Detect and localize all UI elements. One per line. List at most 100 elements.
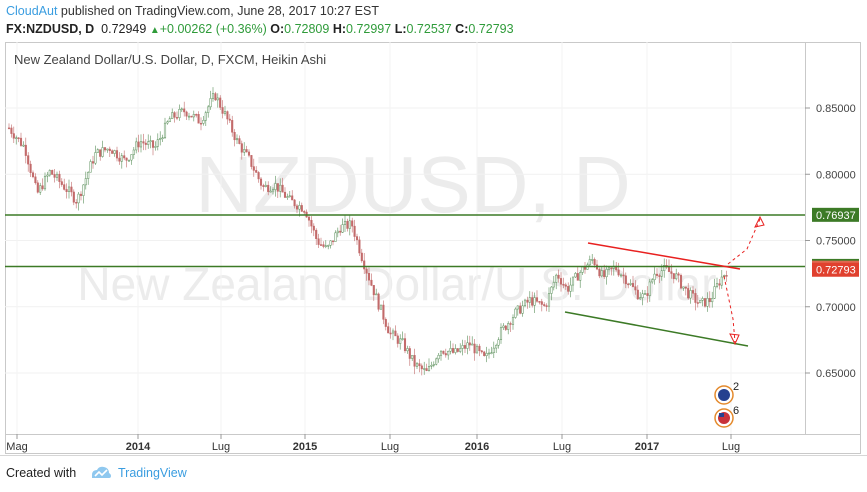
price-label-text: 0.72793	[816, 265, 856, 277]
candlestick-series	[7, 87, 728, 376]
candle-body	[437, 354, 440, 360]
candle-body	[624, 275, 627, 285]
series-legend[interactable]: New Zealand Dollar/U.S. Dollar, D, FXCM,…	[14, 52, 326, 67]
price-label-box	[812, 262, 859, 277]
candle-body	[427, 366, 431, 372]
bearish-arrowhead-icon	[729, 333, 740, 346]
bullish-arrowhead-icon	[754, 215, 765, 228]
candle-body	[269, 190, 272, 193]
candle-body	[382, 304, 385, 320]
author-link[interactable]: CloudAut	[6, 4, 58, 18]
time-tick-label: 2016	[465, 441, 489, 453]
candle-body	[687, 288, 690, 299]
candle-body	[41, 185, 44, 190]
open-value: 0.72809	[284, 22, 330, 36]
nz-flag-badge[interactable]: 2	[714, 381, 739, 405]
tradingview-cloud-icon[interactable]	[90, 465, 112, 479]
candle-body	[627, 283, 630, 286]
candle-body	[420, 365, 423, 370]
candle-body	[115, 150, 119, 159]
candle-body	[406, 348, 409, 352]
tradingview-brand-link[interactable]: TradingView	[118, 466, 187, 480]
candle-body	[715, 283, 719, 287]
candle-body	[94, 152, 97, 164]
candle-body	[643, 293, 647, 295]
candle-body	[173, 112, 176, 118]
candle-body	[283, 191, 287, 198]
candle-body	[636, 289, 639, 300]
candle-body	[466, 342, 469, 349]
price-axis[interactable]: 0.85000 0.80000 0.75000 0.70000 0.65000	[805, 103, 856, 380]
candle-body	[298, 205, 301, 210]
publish-info: CloudAut published on TradingView.com, J…	[6, 4, 379, 18]
candle-body	[103, 147, 107, 151]
candle-body	[351, 220, 354, 227]
candle-body	[660, 270, 663, 277]
candle-body	[451, 348, 455, 353]
candle-body	[185, 111, 188, 117]
nz-flag-count: 2	[733, 381, 739, 393]
published-text: published on TradingView.com, June 28, 2…	[60, 4, 379, 18]
candle-body	[163, 122, 167, 138]
last-price: 0.72949	[101, 22, 147, 36]
candle-body	[310, 219, 313, 227]
candle-body	[274, 183, 277, 190]
candle-body	[550, 286, 553, 294]
candle-body	[485, 353, 488, 356]
price-chart[interactable]: NZDUSD, D New Zealand Dollar/U.S. Dollar…	[5, 42, 861, 454]
candle-body	[454, 348, 457, 353]
bearish-projection-arrow[interactable]	[723, 275, 736, 343]
candle-body	[677, 273, 680, 276]
candle-body	[77, 193, 80, 204]
candle-body	[267, 184, 270, 192]
price-tick-label: 0.75000	[816, 236, 856, 248]
channel-upper-line[interactable]	[587, 242, 741, 270]
candle-body	[91, 161, 95, 164]
candle-body	[343, 220, 347, 225]
candle-body	[449, 348, 452, 352]
candle-body	[243, 149, 246, 153]
time-tick-label: Mag	[6, 441, 27, 453]
candle-body	[557, 274, 560, 279]
candle-body	[259, 178, 263, 186]
candle-body	[315, 229, 318, 240]
candle-body	[399, 338, 402, 344]
candle-body	[36, 182, 39, 193]
candle-body	[663, 264, 666, 271]
candle-body	[519, 305, 522, 314]
candle-body	[670, 271, 673, 274]
candle-body	[567, 286, 570, 292]
candle-body	[84, 178, 87, 186]
candle-body	[183, 108, 186, 113]
candle-body	[562, 283, 565, 286]
candle-body	[701, 298, 704, 301]
candle-body	[307, 216, 311, 221]
us-flag-count: 6	[733, 405, 739, 417]
time-tick-label: 2017	[635, 441, 659, 453]
low-label: L:	[394, 22, 407, 36]
channel-lower-line[interactable]	[564, 311, 749, 347]
candle-body	[288, 195, 291, 198]
candle-body	[27, 155, 30, 165]
candle-body	[72, 191, 75, 203]
candle-body	[600, 270, 603, 277]
candle-body	[603, 270, 606, 278]
candle-body	[22, 144, 25, 147]
candle-body	[679, 274, 683, 289]
candle-body	[187, 115, 191, 118]
us-flag-badge[interactable]: 6	[714, 405, 739, 428]
candle-body	[358, 239, 361, 254]
candle-body	[545, 305, 548, 307]
candle-body	[456, 348, 459, 352]
time-axis[interactable]: Mag 2014 Lug 2015 Lug 2016 Lug 2017 Lug	[6, 434, 740, 453]
candle-body	[312, 225, 315, 231]
candle-body	[355, 236, 359, 241]
candle-body	[675, 273, 678, 280]
candle-body	[111, 150, 114, 154]
candle-body	[564, 284, 567, 287]
candle-body	[499, 327, 503, 341]
watermark-symbol: NZDUSD, D	[195, 140, 631, 229]
candle-body	[264, 184, 267, 187]
bullish-projection-arrow[interactable]	[727, 218, 761, 265]
candle-body	[535, 297, 539, 302]
